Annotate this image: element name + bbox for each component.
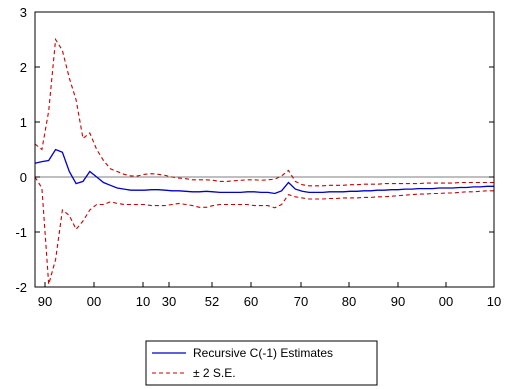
plot-frame [34,11,495,288]
y-tick-label: -2 [15,280,27,295]
y-tick-label: 3 [20,5,27,20]
legend-box [145,340,378,386]
legend-label-estimates: Recursive C(-1) Estimates [193,346,333,360]
plot-series [34,37,494,285]
x-tick-label: 10 [136,294,150,309]
y-tick-label: 1 [20,115,27,130]
x-tick-label: 00 [87,294,101,309]
x-tick-label: 00 [439,294,453,309]
y-tick-label: 2 [20,60,27,75]
y-tick-label: 0 [20,170,27,185]
series-line-upper-band [34,37,494,187]
x-tick-label: 90 [391,294,405,309]
x-tick-label: 10 [487,294,501,309]
x-tick-label: 90 [38,294,52,309]
series-line-estimates [34,148,494,195]
x-tick-label: 80 [342,294,356,309]
series-line-lower-band [34,176,494,285]
y-axis-ticks: 3 2 1 0 -1 -2 [15,5,494,295]
x-tick-label: 70 [294,294,308,309]
legend-label-se: ± 2 S.E. [193,366,236,380]
x-tick-label: 52 [205,294,219,309]
y-tick-label: -1 [15,225,27,240]
legend: Recursive C(-1) Estimates ± 2 S.E. [145,340,378,386]
x-tick-label: 60 [244,294,258,309]
x-tick-label: 30 [162,294,176,309]
x-axis-ticks: 90 00 10 30 52 60 70 80 90 00 10 [38,282,501,309]
